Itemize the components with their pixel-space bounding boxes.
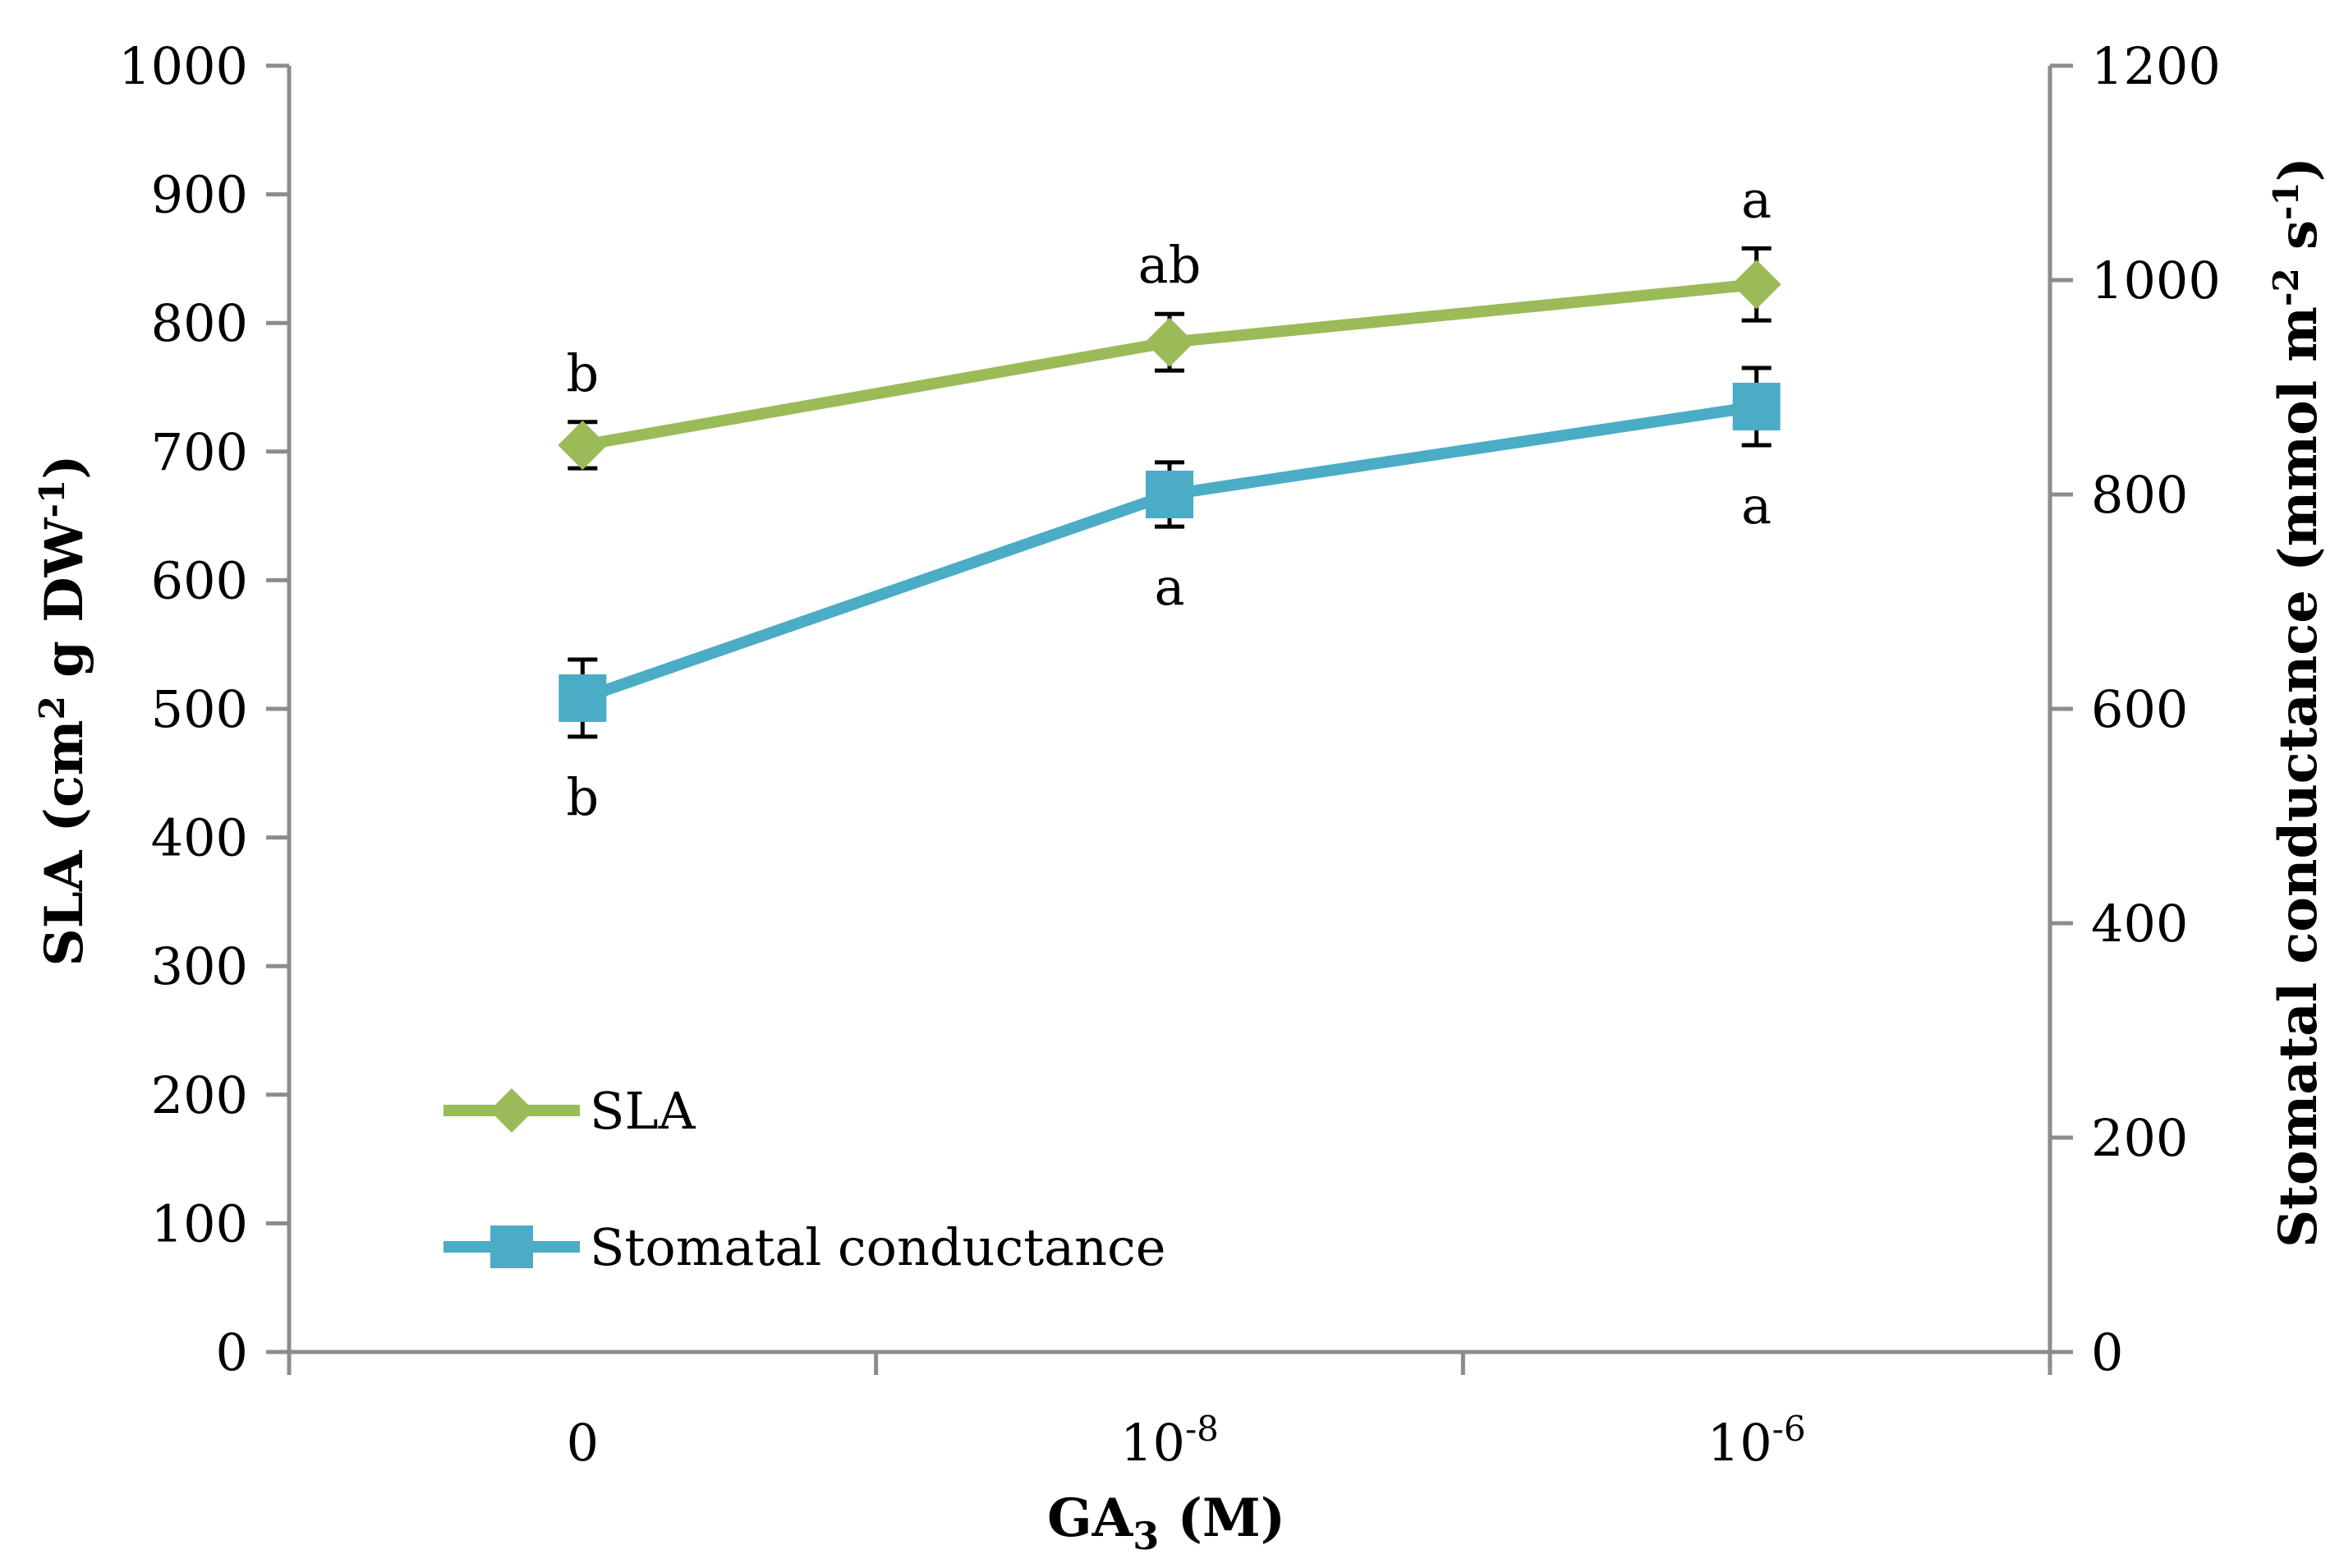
- significance-label: a: [1741, 476, 1772, 536]
- legend-label: SLA: [590, 1081, 696, 1141]
- right-y-tick-label: 800: [2091, 465, 2188, 525]
- left-y-tick-label: 600: [151, 550, 248, 610]
- left-y-tick-label: 800: [151, 293, 248, 353]
- data-point-square: [558, 674, 607, 722]
- data-point-square: [1732, 382, 1781, 430]
- data-point-diamond: [1731, 260, 1781, 310]
- legend-marker-square: [490, 1225, 533, 1268]
- right-y-tick-label: 600: [2091, 679, 2188, 739]
- right-y-tick-label: 1200: [2091, 36, 2221, 96]
- x-tick-label: 10-8: [1120, 1409, 1219, 1473]
- significance-label: a: [1741, 169, 1772, 229]
- right-y-tick-label: 1000: [2091, 251, 2221, 310]
- series-stomatal-conductance: [558, 366, 1781, 739]
- left-y-tick-label: 400: [151, 808, 248, 868]
- left-y-tick-label: 1000: [118, 36, 248, 96]
- significance-label: b: [566, 767, 599, 827]
- series-line: [581, 401, 1758, 704]
- right-y-tick-labels: 0 200 400 600 800 1000 1200: [2091, 36, 2221, 1382]
- left-y-tick-labels: 0 100 200 300 400 500 600 700 800 900 1000: [118, 36, 248, 1382]
- data-point-diamond: [558, 420, 608, 470]
- significance-label: b: [566, 343, 599, 403]
- series-sla: [558, 246, 1781, 471]
- series-layer: [558, 246, 1781, 739]
- right-y-tick-label: 400: [2091, 894, 2188, 954]
- x-tick-label: 10-6: [1707, 1409, 1806, 1473]
- left-y-tick-label: 0: [216, 1322, 248, 1382]
- x-axis-title: GA3 (M): [1047, 1488, 1285, 1558]
- left-y-tick-label: 500: [151, 679, 248, 739]
- left-y-axis-title: SLA (cm2 g DW-1): [32, 455, 95, 967]
- left-y-tick-label: 300: [151, 936, 248, 996]
- x-tick-labels: 0 10-8 10-6: [567, 1409, 1806, 1473]
- legend-label: Stomatal conductance: [590, 1217, 1165, 1277]
- legend: SLA Stomatal conductance: [444, 1081, 1165, 1277]
- axes: [266, 63, 2073, 1375]
- data-point-diamond: [1145, 317, 1194, 367]
- legend-item: Stomatal conductance: [444, 1217, 1165, 1277]
- left-y-tick-label: 700: [151, 422, 248, 482]
- left-y-tick-label: 100: [151, 1193, 248, 1253]
- right-y-axis-title: Stomatal conductance (mmol m-2 s-1): [2266, 157, 2329, 1248]
- left-y-tick-label: 200: [151, 1065, 248, 1125]
- right-y-tick-label: 200: [2091, 1108, 2188, 1168]
- x-tick-label: 0: [567, 1413, 599, 1473]
- legend-item: SLA: [444, 1081, 696, 1141]
- significance-label: a: [1155, 557, 1185, 617]
- significance-label: ab: [1138, 235, 1202, 295]
- legend-marker-diamond: [489, 1088, 534, 1133]
- right-y-tick-label: 0: [2091, 1322, 2123, 1382]
- data-point-square: [1146, 471, 1193, 518]
- left-y-tick-label: 900: [151, 165, 248, 225]
